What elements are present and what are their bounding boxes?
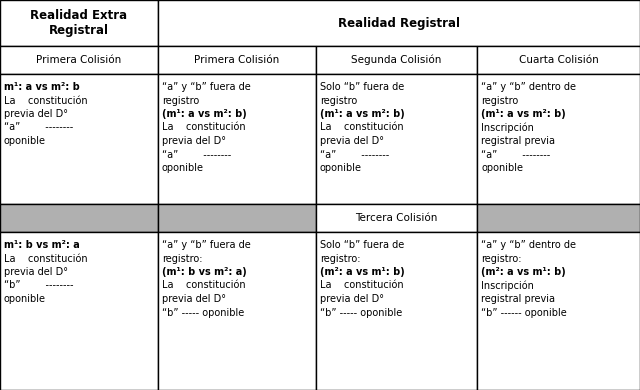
Text: registral previa: registral previa (481, 136, 555, 146)
Text: La    constitución: La constitución (162, 280, 246, 291)
Text: La    constitución: La constitución (162, 122, 246, 133)
Text: “a” y “b” fuera de: “a” y “b” fuera de (162, 240, 251, 250)
Text: oponible: oponible (162, 163, 204, 173)
Text: m¹: a vs m²: b: m¹: a vs m²: b (4, 82, 80, 92)
Text: registro:: registro: (162, 254, 202, 264)
Text: Inscripción: Inscripción (481, 122, 534, 133)
Text: La    constitución: La constitución (320, 122, 404, 133)
Text: Inscripción: Inscripción (481, 280, 534, 291)
Text: “b”        --------: “b” -------- (4, 280, 74, 291)
Text: oponible: oponible (320, 163, 362, 173)
Text: Realidad Extra
Registral: Realidad Extra Registral (31, 9, 127, 37)
Text: La    constitución: La constitución (4, 96, 88, 106)
Bar (158, 46, 316, 74)
Bar (316, 232, 477, 390)
Bar (158, 0, 640, 46)
Text: previa del D°: previa del D° (4, 267, 68, 277)
Text: oponible: oponible (481, 163, 523, 173)
Text: “b” ------ oponible: “b” ------ oponible (481, 307, 567, 317)
Text: oponible: oponible (4, 294, 46, 304)
Text: registro:: registro: (320, 254, 360, 264)
Bar (0, 232, 158, 390)
Bar (158, 232, 316, 390)
Bar (477, 232, 640, 390)
Text: previa del D°: previa del D° (320, 136, 384, 146)
Text: La    constitución: La constitución (320, 280, 404, 291)
Text: “b” ----- oponible: “b” ----- oponible (162, 307, 244, 317)
Bar (158, 74, 316, 204)
Text: Solo “b” fuera de: Solo “b” fuera de (320, 240, 404, 250)
Text: Tercera Colisión: Tercera Colisión (355, 213, 438, 223)
Text: previa del D°: previa del D° (4, 109, 68, 119)
Text: (m¹: a vs m²: b): (m¹: a vs m²: b) (162, 109, 247, 119)
Text: previa del D°: previa del D° (162, 136, 226, 146)
Text: (m¹: a vs m²: b): (m¹: a vs m²: b) (320, 109, 404, 119)
Text: “a”        --------: “a” -------- (481, 149, 550, 160)
Text: “a”        --------: “a” -------- (320, 149, 389, 160)
Bar (0, 46, 158, 74)
Text: oponible: oponible (4, 136, 46, 146)
Text: Solo “b” fuera de: Solo “b” fuera de (320, 82, 404, 92)
Bar (0, 74, 158, 204)
Text: (m²: a vs m¹: b): (m²: a vs m¹: b) (481, 267, 566, 277)
Bar (477, 204, 640, 232)
Text: “b” ----- oponible: “b” ----- oponible (320, 307, 403, 317)
Text: registro: registro (481, 96, 518, 106)
Text: “a”        --------: “a” -------- (162, 149, 231, 160)
Bar (158, 204, 316, 232)
Text: “a”        --------: “a” -------- (4, 122, 73, 133)
Text: La    constitución: La constitución (4, 254, 88, 264)
Bar (0, 0, 158, 46)
Text: previa del D°: previa del D° (320, 294, 384, 304)
Text: previa del D°: previa del D° (162, 294, 226, 304)
Text: Primera Colisión: Primera Colisión (195, 55, 280, 65)
Text: m¹: b vs m²: a: m¹: b vs m²: a (4, 240, 80, 250)
Bar (0, 204, 158, 232)
Text: (m¹: a vs m²: b): (m¹: a vs m²: b) (481, 109, 566, 119)
Text: “a” y “b” dentro de: “a” y “b” dentro de (481, 240, 576, 250)
Bar (316, 46, 477, 74)
Text: Cuarta Colisión: Cuarta Colisión (518, 55, 598, 65)
Bar (316, 204, 477, 232)
Text: registro: registro (162, 96, 199, 106)
Text: (m²: a vs m¹: b): (m²: a vs m¹: b) (320, 267, 404, 277)
Text: registro:: registro: (481, 254, 522, 264)
Bar (477, 46, 640, 74)
Bar (477, 74, 640, 204)
Text: (m¹: b vs m²: a): (m¹: b vs m²: a) (162, 267, 247, 277)
Text: Realidad Registral: Realidad Registral (338, 16, 460, 30)
Text: Primera Colisión: Primera Colisión (36, 55, 122, 65)
Bar (316, 74, 477, 204)
Text: registro: registro (320, 96, 357, 106)
Text: registral previa: registral previa (481, 294, 555, 304)
Text: “a” y “b” fuera de: “a” y “b” fuera de (162, 82, 251, 92)
Text: Segunda Colisión: Segunda Colisión (351, 55, 442, 65)
Text: “a” y “b” dentro de: “a” y “b” dentro de (481, 82, 576, 92)
